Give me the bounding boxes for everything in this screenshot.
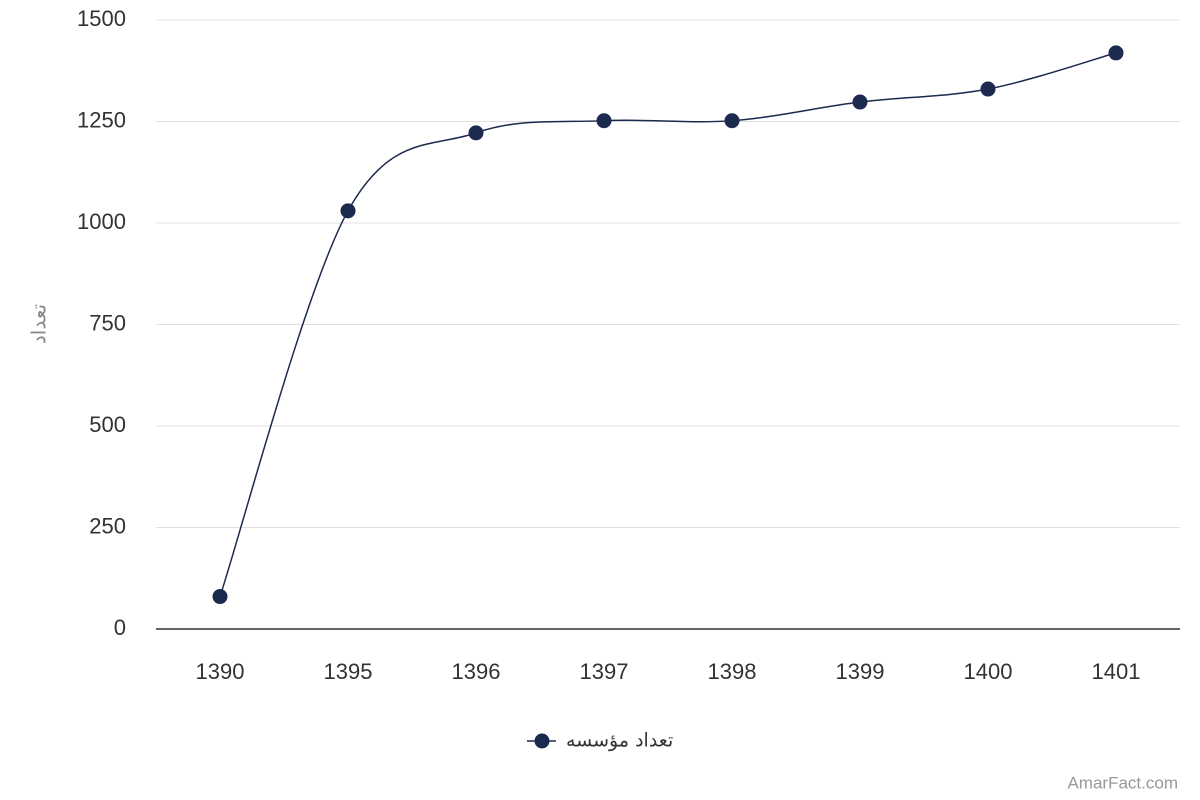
point bbox=[340, 203, 356, 219]
y-tick-label: 250 bbox=[89, 513, 126, 538]
legend-label: تعداد مؤسسه bbox=[566, 730, 673, 752]
point bbox=[852, 94, 868, 110]
x-tick-label: 1400 bbox=[964, 659, 1013, 684]
x-tick-label: 1390 bbox=[196, 659, 245, 684]
x-tick-label: 1397 bbox=[580, 659, 629, 684]
point bbox=[1108, 45, 1124, 61]
x-tick-label: 1401 bbox=[1092, 659, 1141, 684]
y-tick-label: 0 bbox=[114, 615, 126, 640]
y-tick-label: 1500 bbox=[77, 6, 126, 31]
legend-marker bbox=[534, 733, 550, 749]
x-tick-label: 1398 bbox=[708, 659, 757, 684]
x-tick-label: 1395 bbox=[324, 659, 373, 684]
y-tick-label: 1000 bbox=[77, 209, 126, 234]
point bbox=[980, 81, 996, 97]
y-axis-label: تعداد bbox=[27, 304, 51, 344]
point bbox=[596, 113, 612, 129]
point bbox=[468, 125, 484, 141]
x-tick-label: 1396 bbox=[452, 659, 501, 684]
x-tick-label: 1399 bbox=[836, 659, 885, 684]
point bbox=[212, 589, 228, 605]
watermark: AmarFact.com bbox=[1067, 773, 1178, 792]
y-tick-label: 1250 bbox=[77, 107, 126, 132]
y-tick-label: 750 bbox=[89, 310, 126, 335]
point bbox=[724, 113, 740, 129]
y-tick-label: 500 bbox=[89, 412, 126, 437]
